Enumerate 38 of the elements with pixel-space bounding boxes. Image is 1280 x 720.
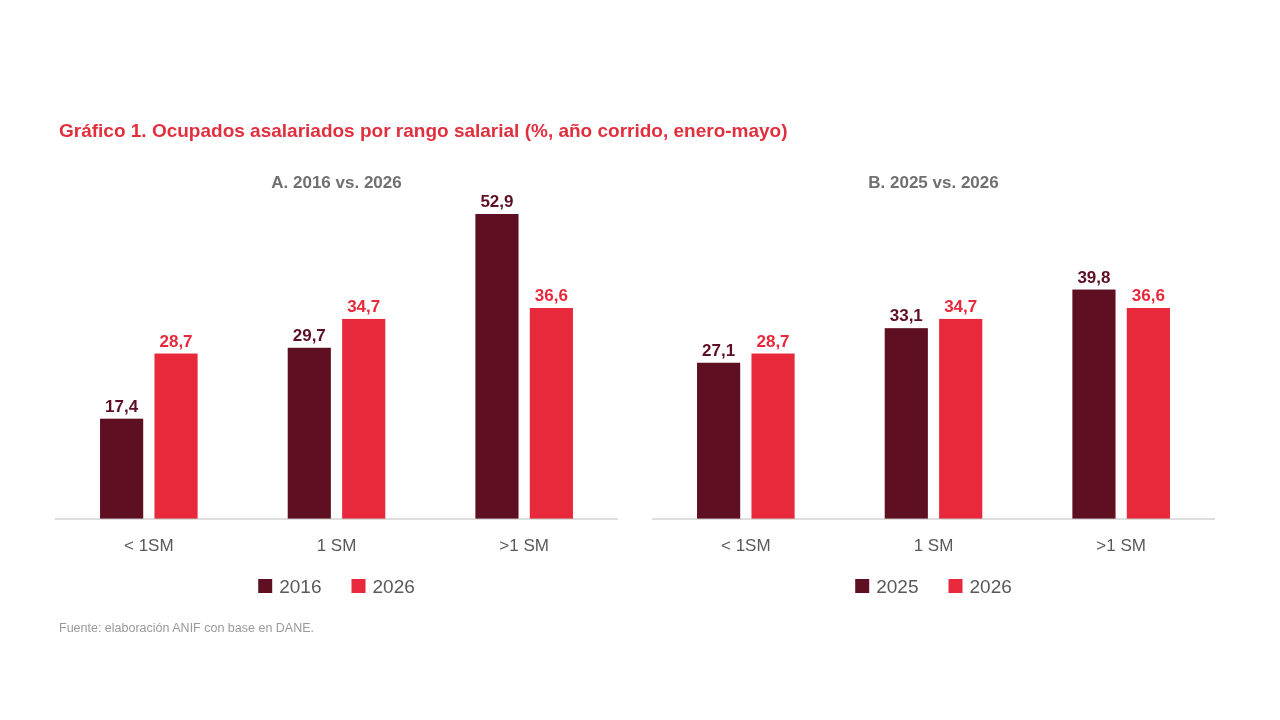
- bar: [1126, 307, 1170, 519]
- x-tick-label: 1 SM: [913, 536, 954, 555]
- data-label: 36,6: [1131, 285, 1165, 305]
- legend-label: 2025: [876, 576, 919, 597]
- chart-title: Gráfico 1. Ocupados asalariados por rango salarial (%, año corrido, enero-mayo): [59, 120, 788, 141]
- source-note: Fuente: elaboración ANIF con base en DANE.: [59, 621, 315, 635]
- data-label: 17,4: [105, 396, 139, 416]
- bar: [529, 307, 573, 519]
- data-label: 34,7: [944, 296, 978, 316]
- data-label: 28,7: [159, 331, 193, 351]
- bar: [939, 318, 983, 519]
- bar: [1072, 289, 1116, 519]
- bar: [154, 353, 198, 519]
- x-tick-label: < 1SM: [124, 536, 174, 555]
- bar: [287, 347, 331, 519]
- legend-label: 2026: [372, 576, 415, 597]
- data-label: 34,7: [347, 296, 381, 316]
- bar: [342, 318, 386, 519]
- bar: [884, 328, 928, 519]
- data-label: 29,7: [292, 325, 326, 345]
- chart-subtitle: B. 2025 vs. 2026: [868, 173, 999, 192]
- data-label: 52,9: [480, 192, 514, 211]
- data-label: 39,8: [1077, 267, 1111, 287]
- x-tick-label: 1 SM: [316, 536, 357, 555]
- data-label: 33,1: [889, 306, 923, 326]
- x-tick-label: >1 SM: [1096, 536, 1146, 555]
- bar: [475, 214, 519, 519]
- bar: [751, 353, 795, 519]
- x-tick-label: < 1SM: [721, 536, 771, 555]
- data-label: 28,7: [756, 331, 790, 351]
- legend-label: 2016: [279, 576, 322, 597]
- data-label: 36,6: [534, 285, 568, 305]
- legend-label: 2026: [969, 576, 1012, 597]
- bar: [697, 362, 741, 519]
- x-tick-label: >1 SM: [499, 536, 549, 555]
- chart-subtitle: A. 2016 vs. 2026: [271, 173, 402, 192]
- bar: [100, 418, 144, 519]
- data-label: 27,1: [702, 340, 736, 360]
